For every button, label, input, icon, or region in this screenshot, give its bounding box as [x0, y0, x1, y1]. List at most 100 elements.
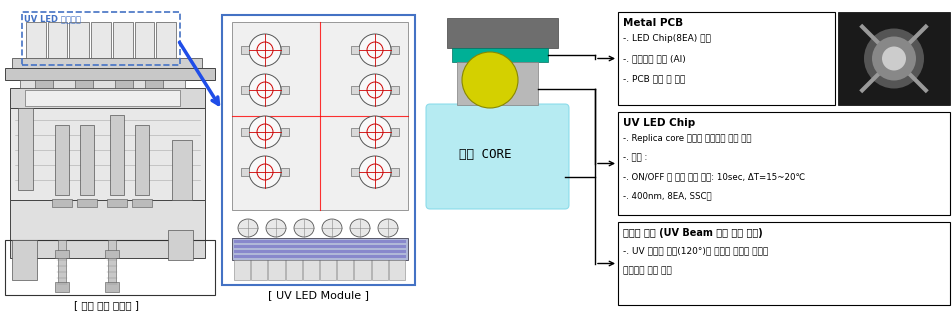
Circle shape — [881, 47, 905, 70]
Bar — [234, 240, 406, 243]
Bar — [80, 125, 94, 195]
Text: -. 400nm, 8EA, SSC사: -. 400nm, 8EA, SSC사 — [623, 191, 711, 200]
Bar — [58, 240, 66, 285]
Ellipse shape — [322, 219, 342, 237]
Bar — [10, 200, 205, 240]
Text: -. 열전도도 고려 (Al): -. 열전도도 고려 (Al) — [623, 54, 685, 63]
Text: -. 광량 :: -. 광량 : — [623, 153, 646, 162]
Bar — [241, 128, 248, 136]
Bar — [26, 22, 46, 58]
Bar — [35, 80, 53, 88]
Bar — [171, 140, 191, 200]
Bar — [145, 80, 163, 88]
Bar — [234, 260, 250, 280]
Bar — [281, 168, 288, 176]
Text: -. ON/OFF 시 온도 변화 측정: 10sec, ΔT=15~20℃: -. ON/OFF 시 온도 변화 측정: 10sec, ΔT=15~20℃ — [623, 172, 804, 181]
Bar — [390, 128, 399, 136]
Circle shape — [248, 34, 281, 66]
FancyBboxPatch shape — [426, 104, 568, 209]
Bar — [350, 168, 359, 176]
Text: 하우징 지그 (UV Beam 간접 집광 역할): 하우징 지그 (UV Beam 간접 집광 역할) — [623, 228, 762, 238]
Bar — [251, 260, 268, 280]
Bar — [231, 238, 407, 260]
Bar — [281, 86, 288, 94]
Bar — [12, 240, 37, 280]
Circle shape — [359, 34, 390, 66]
Bar — [241, 168, 248, 176]
Bar — [105, 250, 119, 258]
Text: [ 렌즈 금형 조립도 ]: [ 렌즈 금형 조립도 ] — [74, 300, 139, 310]
Circle shape — [863, 28, 923, 88]
Bar — [48, 22, 68, 58]
Bar — [134, 22, 154, 58]
Bar — [337, 260, 353, 280]
Bar — [107, 199, 127, 207]
Bar — [55, 282, 69, 292]
Bar — [451, 48, 547, 62]
Ellipse shape — [266, 219, 286, 237]
Bar — [390, 46, 399, 54]
Bar — [10, 240, 205, 258]
Bar — [156, 22, 176, 58]
Bar — [55, 125, 69, 195]
Bar — [222, 15, 414, 285]
Bar — [12, 58, 202, 68]
Bar — [69, 22, 89, 58]
Bar — [112, 22, 132, 58]
Bar — [132, 199, 151, 207]
Bar — [350, 128, 359, 136]
Bar — [75, 80, 93, 88]
Bar — [52, 199, 72, 207]
Bar — [303, 260, 319, 280]
Circle shape — [359, 74, 390, 106]
Circle shape — [248, 116, 281, 148]
Bar — [109, 115, 124, 195]
Bar — [55, 250, 69, 258]
Bar — [25, 90, 180, 106]
Bar — [354, 260, 370, 280]
Bar — [837, 12, 949, 105]
Bar — [135, 125, 149, 195]
Bar — [10, 108, 205, 200]
Bar — [350, 86, 359, 94]
Bar — [350, 46, 359, 54]
Circle shape — [462, 52, 518, 108]
Ellipse shape — [238, 219, 258, 237]
Bar — [268, 260, 285, 280]
Bar — [168, 230, 193, 260]
Bar — [617, 12, 834, 105]
Text: [ UV LED Module ]: [ UV LED Module ] — [268, 290, 368, 300]
Ellipse shape — [349, 219, 369, 237]
Text: 투명 CORE: 투명 CORE — [458, 149, 510, 161]
Bar — [286, 260, 302, 280]
Bar — [241, 86, 248, 94]
Bar — [390, 86, 399, 94]
Bar — [234, 255, 406, 258]
Bar — [281, 46, 288, 54]
Bar — [446, 18, 558, 48]
Bar — [10, 88, 205, 108]
Ellipse shape — [378, 219, 398, 237]
Bar — [390, 168, 399, 176]
Bar — [234, 245, 406, 248]
Bar — [115, 80, 133, 88]
Ellipse shape — [293, 219, 313, 237]
Bar — [5, 68, 215, 80]
Circle shape — [248, 156, 281, 188]
Bar — [241, 46, 248, 54]
Bar — [105, 282, 119, 292]
Bar — [108, 240, 116, 285]
Bar — [457, 62, 538, 105]
Text: -. Replica core 투과율 고려하며 파장 선정: -. Replica core 투과율 고려하며 파장 선정 — [623, 134, 751, 143]
Bar — [231, 22, 407, 210]
Text: 이용하여 간접 집광: 이용하여 간접 집광 — [623, 266, 671, 275]
Circle shape — [871, 36, 915, 80]
Bar — [617, 112, 949, 215]
Circle shape — [359, 116, 390, 148]
Bar — [371, 260, 387, 280]
Bar — [617, 222, 949, 305]
Circle shape — [248, 74, 281, 106]
Bar — [320, 260, 336, 280]
Bar — [77, 199, 97, 207]
Circle shape — [359, 156, 390, 188]
